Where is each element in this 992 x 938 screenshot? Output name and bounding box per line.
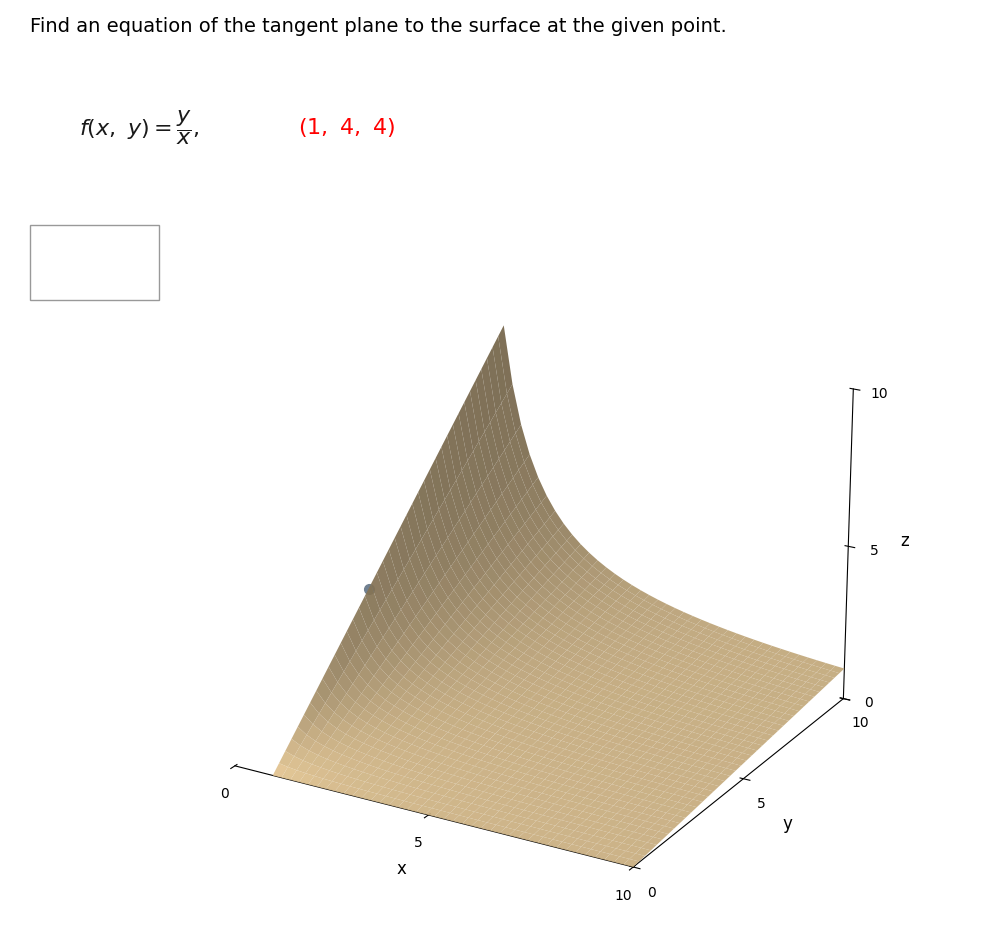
Text: $\mathit{f}(x,\ y) = \dfrac{y}{x},$: $\mathit{f}(x,\ y) = \dfrac{y}{x},$ bbox=[79, 109, 199, 147]
X-axis label: x: x bbox=[397, 860, 407, 878]
Text: $\mathit{(1,\ 4,\ 4)}$: $\mathit{(1,\ 4,\ 4)}$ bbox=[298, 116, 395, 140]
Y-axis label: y: y bbox=[783, 815, 793, 833]
Text: Find an equation of the tangent plane to the surface at the given point.: Find an equation of the tangent plane to… bbox=[30, 17, 726, 36]
